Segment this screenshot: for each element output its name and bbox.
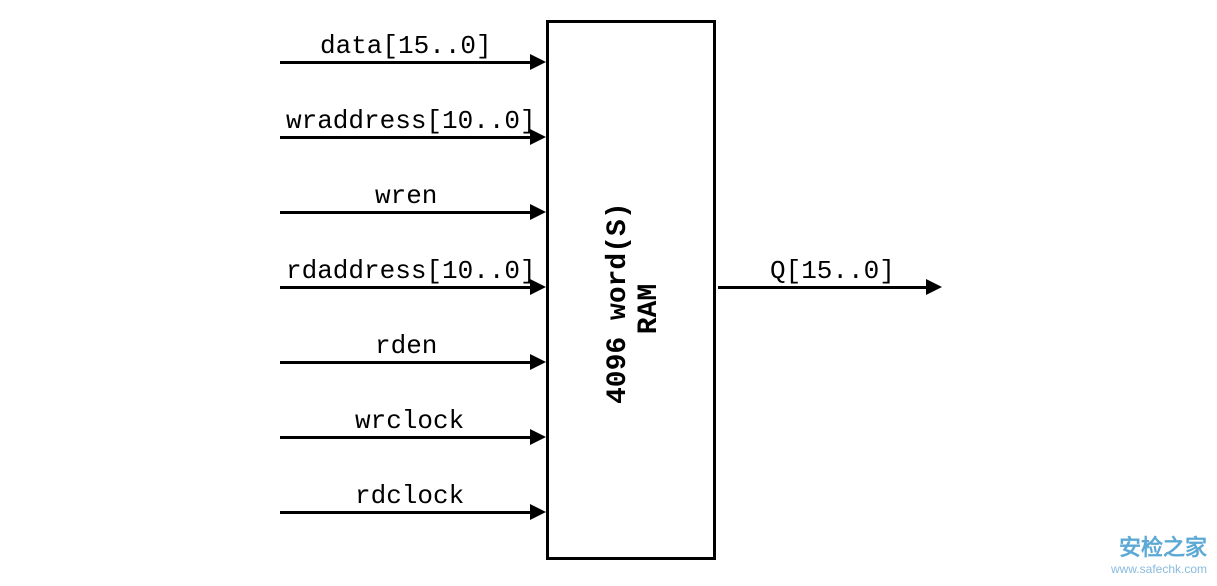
watermark-url: www.safechk.com	[1111, 562, 1207, 576]
input-label-wren: wren	[375, 181, 437, 211]
block-label-line2: RAM	[634, 284, 665, 334]
input-arrow-wrclock	[530, 429, 546, 445]
input-label-wraddress: wraddress[10..0]	[286, 106, 536, 136]
input-label-rdclock: rdclock	[355, 481, 464, 511]
input-arrow-rdclock	[530, 504, 546, 520]
ram-block: 4096 word(S) RAM	[546, 20, 716, 560]
input-line-wren	[280, 211, 532, 214]
ram-block-label: 4096 word(S) RAM	[603, 214, 665, 404]
ram-block-diagram: 4096 word(S) RAM data[15..0] wraddress[1…	[0, 0, 1217, 586]
input-arrow-data	[530, 54, 546, 70]
input-label-data: data[15..0]	[320, 31, 492, 61]
output-arrow-q	[926, 279, 942, 295]
watermark-title: 安检之家	[1111, 530, 1207, 562]
block-label-line1: 4096 word(S)	[603, 202, 634, 404]
input-arrow-wren	[530, 204, 546, 220]
input-label-rdaddress: rdaddress[10..0]	[286, 256, 536, 286]
input-line-rdaddress	[280, 286, 532, 289]
input-label-rden: rden	[375, 331, 437, 361]
input-arrow-rden	[530, 354, 546, 370]
input-line-wrclock	[280, 436, 532, 439]
input-line-data	[280, 61, 532, 64]
input-arrow-wraddress	[530, 129, 546, 145]
input-line-rden	[280, 361, 532, 364]
watermark: 安检之家 www.safechk.com	[1111, 530, 1207, 576]
output-label-q: Q[15..0]	[770, 256, 895, 286]
output-line-q	[718, 286, 928, 289]
input-arrow-rdaddress	[530, 279, 546, 295]
input-line-wraddress	[280, 136, 532, 139]
input-line-rdclock	[280, 511, 532, 514]
input-label-wrclock: wrclock	[355, 406, 464, 436]
